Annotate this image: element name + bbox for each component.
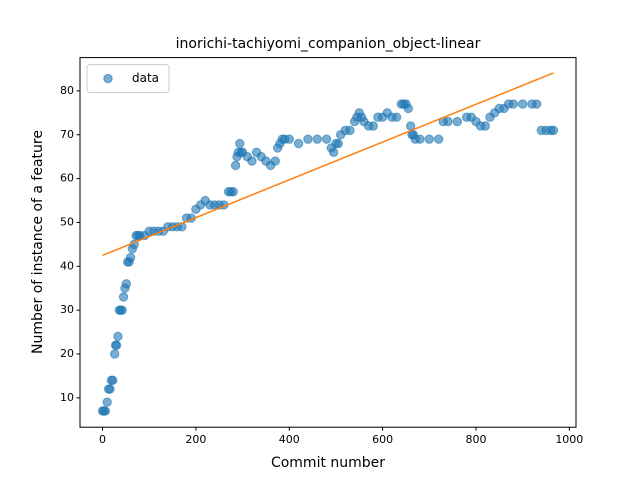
y-tick-label: 40 bbox=[60, 259, 74, 272]
y-tick-label: 10 bbox=[60, 391, 74, 404]
y-tick-label: 70 bbox=[60, 128, 74, 141]
data-point bbox=[293, 138, 304, 149]
data-point bbox=[548, 125, 559, 136]
data-point bbox=[228, 187, 238, 197]
data-point bbox=[345, 125, 355, 136]
axes-frame bbox=[79, 57, 577, 428]
plot-area bbox=[97, 72, 559, 416]
legend-label: data bbox=[132, 71, 159, 85]
y-tick-label: 80 bbox=[60, 84, 74, 97]
data-point bbox=[517, 99, 528, 109]
x-tick-label: 0 bbox=[99, 433, 106, 446]
data-point bbox=[531, 99, 542, 109]
data-point bbox=[368, 121, 378, 131]
legend-marker bbox=[103, 73, 113, 84]
y-tick-label: 30 bbox=[60, 303, 74, 316]
x-axis-label: Commit number bbox=[271, 455, 385, 471]
data-point bbox=[230, 160, 241, 171]
data-point bbox=[247, 156, 257, 166]
data-point bbox=[443, 116, 453, 127]
data-point bbox=[480, 121, 491, 131]
data-point bbox=[415, 134, 425, 144]
data-point bbox=[452, 116, 462, 127]
chart-title: inorichi-tachiyomi_companion_object-line… bbox=[176, 36, 481, 52]
data-point bbox=[391, 112, 402, 122]
data-point bbox=[270, 156, 280, 166]
data-point bbox=[303, 134, 313, 144]
fit-line bbox=[102, 72, 554, 257]
data-point bbox=[100, 406, 111, 416]
x-tick-label: 200 bbox=[185, 433, 206, 446]
data-point bbox=[109, 349, 120, 359]
data-point bbox=[328, 147, 339, 158]
x-tick-label: 800 bbox=[465, 433, 486, 446]
data-point bbox=[433, 134, 444, 144]
y-tick-label: 50 bbox=[60, 215, 74, 228]
legend-box bbox=[86, 64, 170, 94]
data-point bbox=[235, 138, 245, 149]
data-point bbox=[113, 331, 123, 342]
x-tick-label: 600 bbox=[372, 433, 393, 446]
data-point bbox=[321, 134, 332, 144]
data-point bbox=[424, 134, 434, 144]
data-point bbox=[284, 134, 294, 144]
data-point bbox=[333, 138, 343, 149]
data-point bbox=[117, 305, 127, 315]
x-tick-label: 1000 bbox=[555, 433, 583, 446]
x-tick-label: 400 bbox=[279, 433, 300, 446]
data-point bbox=[121, 279, 132, 289]
data-point bbox=[403, 103, 413, 114]
data-point bbox=[312, 134, 322, 144]
y-axis-label: Number of instance of a feature bbox=[30, 130, 46, 354]
data-point bbox=[508, 99, 519, 109]
y-tick-label: 60 bbox=[60, 172, 74, 185]
data-point bbox=[105, 384, 115, 394]
data-point bbox=[111, 340, 122, 350]
data-point bbox=[118, 292, 129, 302]
data-point bbox=[102, 397, 112, 407]
data-point bbox=[108, 375, 118, 385]
data-point bbox=[125, 252, 136, 263]
y-tick-label: 20 bbox=[60, 347, 74, 360]
